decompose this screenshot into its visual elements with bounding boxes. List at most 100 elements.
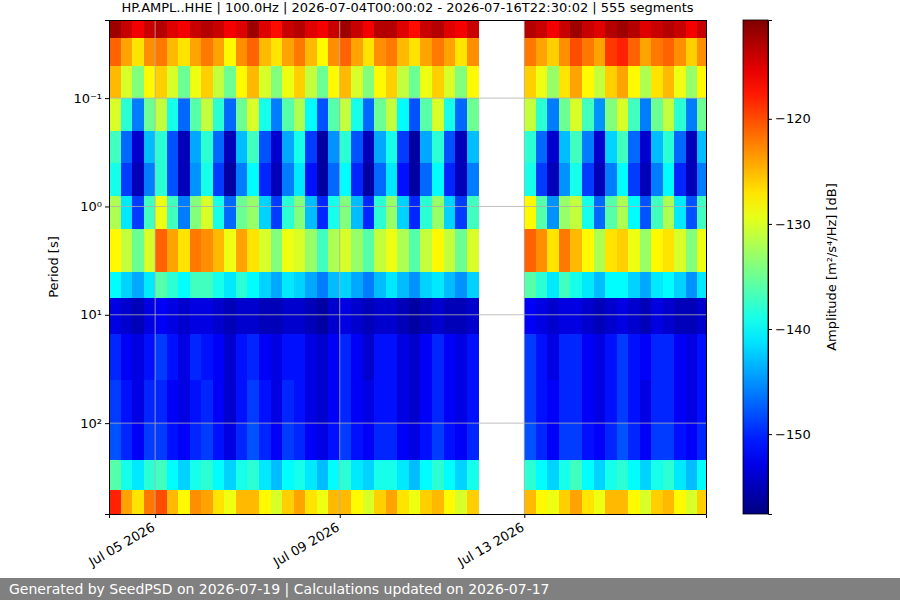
heat-cell <box>570 131 582 164</box>
heat-cell <box>213 490 225 514</box>
heat-cell <box>663 20 675 39</box>
heat-cell <box>340 229 352 273</box>
heatmap <box>109 20 706 514</box>
heat-cell <box>374 98 386 131</box>
heat-cell <box>328 490 340 514</box>
tick-label: −120 <box>775 111 811 126</box>
heat-cell <box>144 423 156 461</box>
heat-cell <box>570 196 582 229</box>
tick-mark <box>105 98 109 99</box>
heat-cell <box>132 423 144 461</box>
heat-cell <box>190 380 202 424</box>
heat-cell <box>432 272 444 299</box>
axis-line <box>769 21 773 515</box>
heat-cell <box>351 460 363 490</box>
heat-cell <box>317 38 329 66</box>
heat-cell <box>617 229 629 273</box>
heat-cell <box>605 460 617 490</box>
heat-cell <box>363 20 375 39</box>
heat-cell <box>570 380 582 424</box>
heat-cell <box>374 229 386 273</box>
y-tick: 10¹ <box>80 307 109 322</box>
heat-cell <box>617 334 629 381</box>
heat-cell <box>144 98 156 131</box>
heat-cell <box>247 20 259 39</box>
heat-cell <box>201 334 213 381</box>
heat-cell <box>132 163 144 196</box>
heat-cell <box>697 490 706 514</box>
heat-cell <box>628 423 640 461</box>
heat-cell <box>582 334 594 381</box>
heat-cell <box>559 38 571 66</box>
heat-cell <box>121 490 133 514</box>
heat-cell <box>524 272 536 299</box>
tick-mark <box>768 329 772 330</box>
heat-cell <box>617 20 629 39</box>
heat-cell <box>409 423 421 461</box>
heat-cell <box>444 423 456 461</box>
tick-mark <box>524 514 525 518</box>
heat-cell <box>144 298 156 334</box>
heat-cell <box>167 163 179 196</box>
heat-cell <box>409 20 421 39</box>
heat-cell <box>674 423 686 461</box>
heat-cell <box>697 163 706 196</box>
heat-cell <box>328 66 340 99</box>
heat-cell <box>605 38 617 66</box>
heat-cell <box>617 196 629 229</box>
heat-cell <box>282 380 294 424</box>
heat-cell <box>455 334 467 381</box>
heat-cell <box>559 20 571 39</box>
heat-cell <box>305 131 317 164</box>
title: HP.AMPL..HHE | 100.0Hz | 2026-07-04T00:0… <box>121 0 693 15</box>
heat-cell <box>294 38 306 66</box>
heat-cell <box>686 38 698 66</box>
footer-text: Generated by SeedPSD on 2026-07-19 | Cal… <box>9 581 550 598</box>
heat-cell <box>294 423 306 461</box>
colorbar <box>743 20 768 514</box>
heat-cell <box>190 38 202 66</box>
heat-cell <box>178 423 190 461</box>
heat-cell <box>467 334 479 381</box>
heat-cell <box>697 20 706 39</box>
heat-cell <box>351 229 363 273</box>
heat-cell <box>640 98 652 131</box>
heat-cell <box>190 423 202 461</box>
heat-cell <box>605 490 617 514</box>
heat-cell <box>305 66 317 99</box>
heat-cell <box>247 423 259 461</box>
heat-cell <box>547 229 559 273</box>
heat-cell <box>594 229 606 273</box>
heat-cell <box>570 98 582 131</box>
heat-cell <box>201 196 213 229</box>
heat-cell <box>155 423 167 461</box>
heat-cell <box>570 272 582 299</box>
heat-cell <box>109 272 121 299</box>
heat-cell <box>559 490 571 514</box>
heat-cell <box>374 66 386 99</box>
heat-cell <box>697 460 706 490</box>
tick-mark <box>105 315 109 316</box>
heat-cell <box>132 490 144 514</box>
heat-cell <box>374 380 386 424</box>
heat-cell <box>397 20 409 39</box>
heat-cell <box>178 334 190 381</box>
heat-cell <box>236 460 248 490</box>
heat-cell <box>432 334 444 381</box>
heat-cell <box>121 460 133 490</box>
heat-cell <box>444 66 456 99</box>
heat-cell <box>305 38 317 66</box>
heat-cell <box>582 229 594 273</box>
heat-cell <box>536 98 548 131</box>
heat-cell <box>271 20 283 39</box>
heat-cell <box>628 229 640 273</box>
heat-cell <box>178 98 190 131</box>
heat-cell <box>674 334 686 381</box>
tick-mark <box>105 206 109 207</box>
heat-cell <box>213 66 225 99</box>
heat-cell <box>282 38 294 66</box>
heat-cell <box>224 298 236 334</box>
heat-cell <box>282 272 294 299</box>
heat-cell <box>386 490 398 514</box>
heat-cell <box>420 334 432 381</box>
